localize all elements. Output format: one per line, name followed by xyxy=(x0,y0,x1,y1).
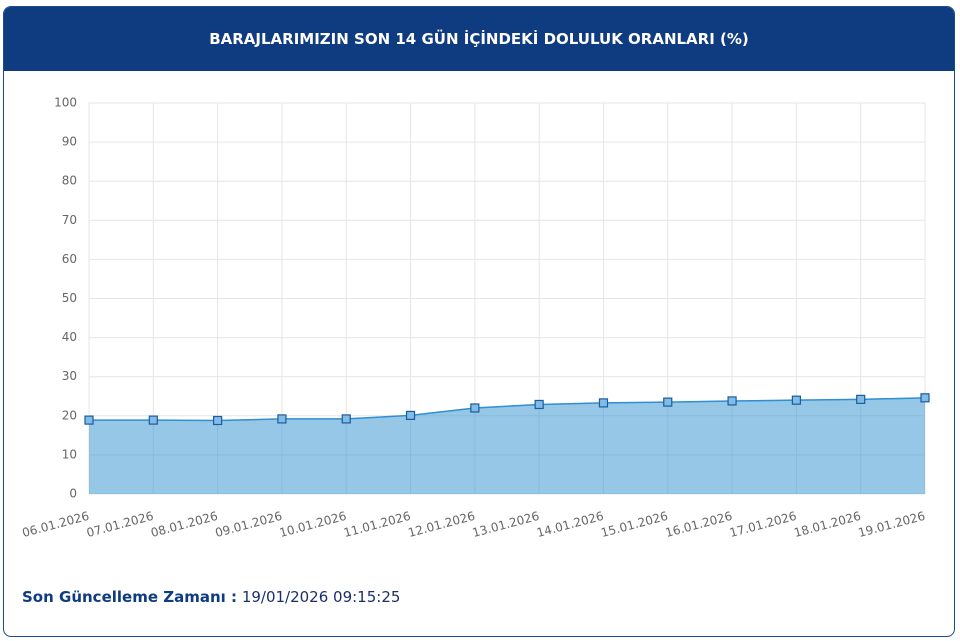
x-tick-label: 08.01.2026 xyxy=(149,509,219,540)
x-tick-label: 13.01.2026 xyxy=(471,509,541,540)
y-tick-label: 70 xyxy=(62,213,77,227)
y-tick-label: 10 xyxy=(62,447,77,461)
y-tick-label: 40 xyxy=(62,330,77,344)
y-tick-label: 30 xyxy=(62,369,77,383)
y-tick-label: 60 xyxy=(62,252,77,266)
point-marker xyxy=(84,415,94,425)
chart-title: BARAJLARIMIZIN SON 14 GÜN İÇİNDEKİ DOLUL… xyxy=(209,30,749,48)
update-time: Son Güncelleme Zamanı : 19/01/2026 09:15… xyxy=(22,588,400,606)
x-tick-label: 06.01.2026 xyxy=(21,509,91,540)
update-value: 19/01/2026 09:15:25 xyxy=(241,588,401,606)
y-tick-label: 50 xyxy=(62,291,77,305)
x-tick-label: 18.01.2026 xyxy=(792,509,862,540)
point-marker xyxy=(920,393,930,403)
point-marker xyxy=(277,414,287,424)
point-marker xyxy=(727,396,737,406)
x-tick-label: 11.01.2026 xyxy=(342,509,412,540)
point-marker xyxy=(148,415,158,425)
card-header: BARAJLARIMIZIN SON 14 GÜN İÇİNDEKİ DOLUL… xyxy=(4,7,954,71)
point-marker xyxy=(791,395,801,405)
point-marker xyxy=(856,394,866,404)
point-marker xyxy=(213,415,223,426)
line xyxy=(89,397,926,422)
card: BARAJLARIMIZIN SON 14 GÜN İÇİNDEKİ DOLUL… xyxy=(3,6,955,637)
y-tick-label: 100 xyxy=(54,96,77,110)
update-label: Son Güncelleme Zamanı : xyxy=(22,588,238,606)
x-tick-label: 09.01.2026 xyxy=(214,509,284,540)
point-marker xyxy=(341,414,351,424)
y-tick-label: 80 xyxy=(62,174,77,188)
point-marker xyxy=(405,410,416,421)
point-marker xyxy=(598,398,609,408)
x-tick-label: 12.01.2026 xyxy=(407,509,477,540)
y-tick-label: 90 xyxy=(62,135,77,149)
x-tick-label: 16.01.2026 xyxy=(664,509,734,540)
area xyxy=(89,397,925,494)
y-tick-label: 0 xyxy=(69,487,77,501)
y-tick-label: 20 xyxy=(62,408,77,422)
x-tick-label: 15.01.2026 xyxy=(599,509,669,540)
x-tick-label: 19.01.2026 xyxy=(857,509,927,540)
x-tick-label: 07.01.2026 xyxy=(85,509,155,540)
point-marker xyxy=(470,403,480,413)
point-marker xyxy=(663,397,673,407)
x-tick-label: 10.01.2026 xyxy=(278,509,348,540)
x-tick-label: 14.01.2026 xyxy=(535,509,605,540)
point-marker xyxy=(534,399,544,410)
x-tick-label: 17.01.2026 xyxy=(728,509,798,540)
